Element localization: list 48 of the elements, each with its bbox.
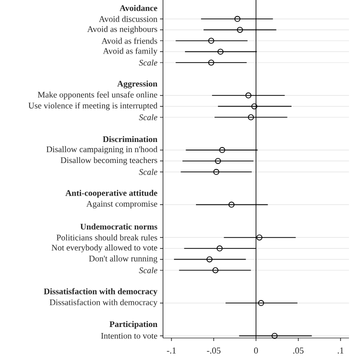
y-tick-label: Not everybody allowed to vote — [52, 244, 158, 252]
y-tick-label: Participation — [110, 321, 158, 329]
y-tick-label: Dissatisfaction with democracy — [50, 299, 158, 307]
point — [219, 147, 226, 154]
x-tick-label: -.05 — [206, 348, 220, 354]
point — [212, 267, 218, 274]
y-tick-label: Scale — [139, 114, 158, 120]
point — [234, 16, 240, 22]
y-tick-label: Disallow becoming teachers — [60, 157, 158, 165]
y-tick-label: Undemocratic norms — [80, 224, 158, 230]
point — [272, 332, 278, 339]
x-tick-label: 0 — [254, 348, 258, 354]
point — [256, 234, 262, 240]
point — [214, 158, 221, 164]
point — [206, 256, 212, 262]
point — [228, 202, 234, 208]
y-tick-label: Use violence if meeting is interrupted — [28, 102, 158, 110]
x-tick-label: .1 — [338, 348, 344, 354]
y-tick-label: Anti-cooperative attitude — [65, 190, 158, 198]
y-tick-label: Avoid as neighbours — [87, 26, 158, 34]
point — [236, 26, 243, 33]
y-tick-label: Scale — [139, 60, 158, 66]
point — [251, 103, 258, 110]
y-tick-label: Scale — [139, 267, 158, 274]
point — [208, 38, 214, 44]
x-tick-label: .05 — [293, 348, 304, 354]
y-tick-label: Avoid as friends — [102, 38, 158, 44]
y-tick-label: Aggression — [117, 80, 158, 88]
y-tick-label: Avoid as family — [102, 48, 158, 56]
y-tick-label: Don't allow running — [89, 255, 158, 264]
y-tick-label: Discrimination — [102, 136, 158, 142]
y-tick-label: Dissatisfaction with democracy — [44, 288, 158, 296]
point — [245, 92, 252, 98]
y-tick-label: Avoid discussion — [98, 16, 158, 22]
y-tick-label: Disallow campaigning in n'hood — [46, 146, 158, 154]
point — [208, 60, 214, 66]
x-tick-label: -.1 — [166, 348, 176, 354]
y-tick-label: Scale — [139, 168, 158, 175]
point — [258, 300, 264, 306]
y-tick-label: Make opponents feel unsafe online — [38, 91, 158, 100]
y-tick-label: Against compromise — [86, 200, 158, 208]
point — [248, 114, 254, 120]
y-tick-label: Politicians should break rules — [56, 234, 158, 240]
point — [216, 245, 223, 252]
y-tick-label: Intention to vote — [101, 332, 158, 339]
point — [213, 168, 220, 175]
point — [217, 48, 224, 55]
y-tick-label: Avoidance — [120, 4, 158, 11]
